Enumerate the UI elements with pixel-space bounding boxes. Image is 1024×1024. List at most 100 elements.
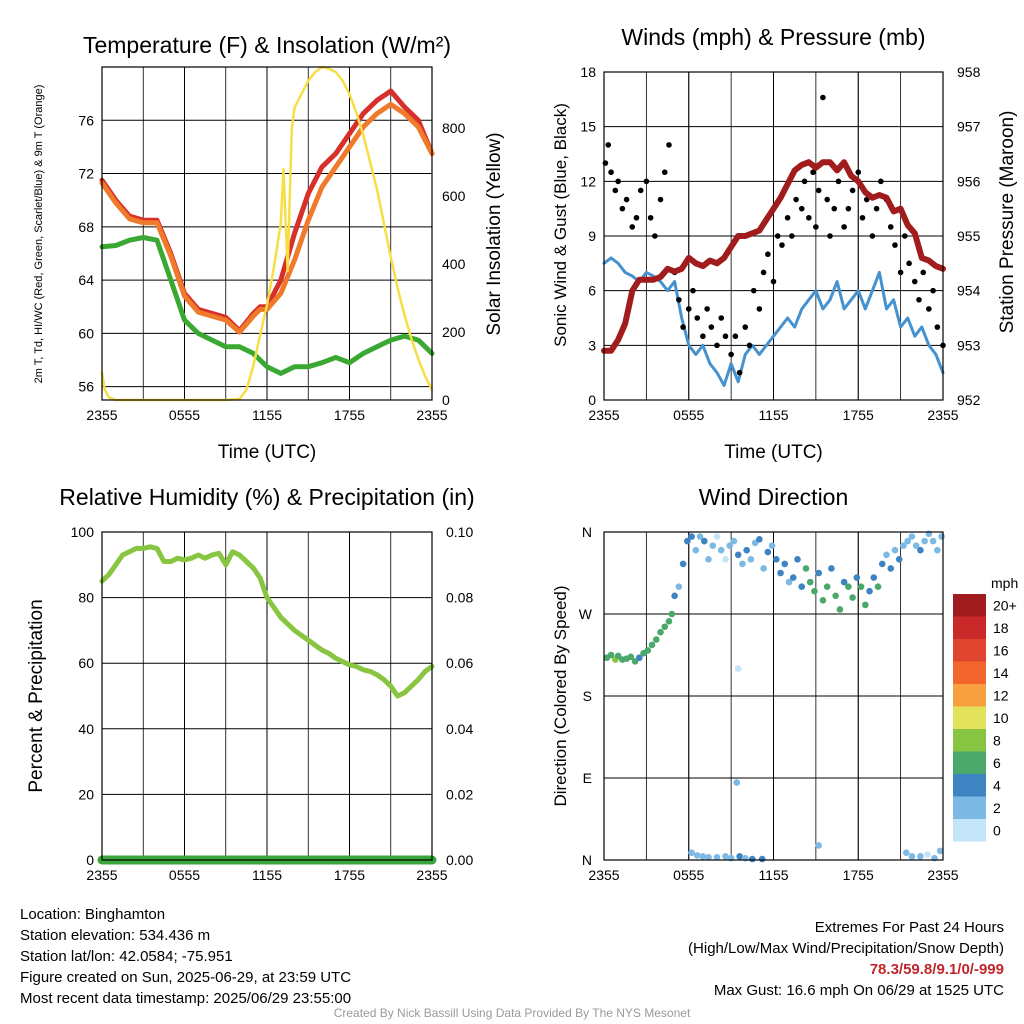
- wind-direction-point: [661, 623, 669, 631]
- y2-tick-label: 958: [957, 64, 981, 80]
- x-axis-label: Time (UTC): [218, 442, 317, 463]
- y-tick-label: 12: [580, 173, 596, 189]
- gust-point: [718, 315, 725, 321]
- wind-direction-point: [730, 537, 738, 545]
- y2-tick-label: 0.04: [446, 721, 473, 737]
- gust-point: [608, 169, 614, 176]
- created-text: Figure created on Sun, 2025-06-29, at 23…: [20, 969, 352, 986]
- wind-direction-point: [845, 583, 852, 590]
- elevation-text: Station elevation: 534.436 m: [20, 927, 211, 944]
- colorbar-label: 18: [993, 620, 1009, 636]
- gust-point: [694, 315, 701, 321]
- x-tick-label: 0555: [673, 407, 704, 423]
- wind-speed-colorbar: mph 20+ 18 16 14 12 10 8 6 4 2 0: [953, 575, 1018, 842]
- wind-direction-point: [679, 560, 687, 568]
- wind-direction-point: [665, 617, 673, 625]
- y2-tick-label: 400: [442, 256, 466, 272]
- station-info: Location: Binghamton Station elevation: …: [20, 904, 351, 1009]
- wind-direction-point: [760, 565, 767, 572]
- gust-point: [820, 94, 826, 101]
- wind-direction-point: [671, 592, 678, 600]
- gust-point: [859, 214, 866, 221]
- gust-point: [824, 196, 830, 203]
- gust-point: [930, 287, 936, 294]
- x-tick-label: 2355: [927, 407, 958, 423]
- colorbar-label: 14: [993, 665, 1009, 681]
- wind-direction-point: [722, 853, 729, 860]
- wind-direction-point: [874, 583, 882, 590]
- colorbar-swatch: [953, 729, 986, 752]
- gust-point: [652, 233, 658, 239]
- y-tick-label: W: [579, 606, 593, 622]
- wind-direction-point: [734, 665, 742, 672]
- wind-direction-point: [675, 583, 683, 590]
- gust-point: [619, 205, 626, 212]
- gust-point: [637, 187, 644, 194]
- y-tick-label: 60: [78, 325, 94, 341]
- y2-tick-label: 0.02: [446, 786, 473, 802]
- y-tick-label: 80: [78, 590, 94, 606]
- wind-direction-point: [644, 647, 652, 654]
- y2-tick-label: 0.08: [446, 590, 473, 606]
- colorbar-label: 20+: [993, 597, 1017, 613]
- colorbar-swatch: [953, 616, 986, 639]
- gust-point: [700, 333, 706, 340]
- wind-direction-point: [832, 592, 839, 600]
- y2-tick-label: 955: [957, 228, 981, 244]
- wind-direction-point: [794, 556, 801, 563]
- gust-point: [666, 142, 672, 148]
- plot-border: [603, 531, 944, 861]
- wind-direction-point: [768, 542, 776, 549]
- sonic_wind-line: [602, 256, 945, 387]
- wind-direction-point: [652, 636, 660, 643]
- colorbar-swatch: [953, 706, 986, 729]
- colorbar-swatch: [953, 751, 986, 774]
- y2-tick-label: 956: [957, 173, 981, 189]
- wind-direction-point: [828, 565, 835, 572]
- plot-border: [101, 66, 433, 401]
- extremes-heading: Extremes For Past 24 Hours: [814, 919, 1004, 936]
- y-tick-label: S: [583, 688, 592, 704]
- gust-point: [793, 196, 799, 203]
- wind-direction-point: [811, 587, 818, 595]
- wind-direction-point: [758, 855, 766, 863]
- gust-point: [704, 306, 710, 312]
- x-tick-label: 2355: [927, 867, 958, 883]
- gust-point: [869, 233, 876, 239]
- gust-point: [887, 224, 894, 230]
- y-tick-label: 60: [78, 655, 94, 671]
- wind-direction-point: [908, 853, 916, 860]
- y-tick-label: 64: [78, 272, 94, 288]
- y-tick-label: 15: [580, 119, 596, 135]
- y-tick-label: E: [583, 770, 592, 786]
- colorbar-label: 8: [993, 732, 1001, 748]
- chart-title: Winds (mph) & Pressure (mb): [621, 24, 925, 50]
- wind-direction-point: [853, 574, 861, 581]
- gust-point: [623, 196, 630, 203]
- y-tick-label: 9: [588, 228, 596, 244]
- wind-direction-point: [900, 542, 907, 549]
- wind-direction-point: [908, 533, 916, 540]
- gust-point: [926, 306, 932, 312]
- wind-direction-point: [840, 578, 848, 586]
- x-tick-label: 1755: [843, 867, 874, 883]
- relative_humidity-line: [99, 544, 435, 699]
- extremes-values: 78.3/59.8/9.1/0/-999: [869, 961, 1004, 978]
- wind-direction-point: [806, 578, 814, 586]
- colorbar-label: 6: [993, 755, 1001, 771]
- gust-point: [657, 196, 664, 203]
- colorbar-swatch: [953, 594, 986, 617]
- wind-direction-point: [688, 849, 695, 857]
- wind-direction-point: [878, 560, 886, 568]
- y-tick-label: 40: [78, 721, 94, 737]
- gust-point: [685, 306, 692, 312]
- wind-direction-point: [870, 574, 878, 581]
- y2-tick-label: 952: [957, 392, 981, 408]
- y-tick-label: 3: [588, 337, 596, 353]
- y2-tick-label: 600: [442, 188, 466, 204]
- y2-tick-label: 800: [442, 120, 466, 136]
- gust-point: [612, 187, 619, 194]
- gust-point: [774, 233, 781, 239]
- wind-direction-point: [709, 542, 717, 549]
